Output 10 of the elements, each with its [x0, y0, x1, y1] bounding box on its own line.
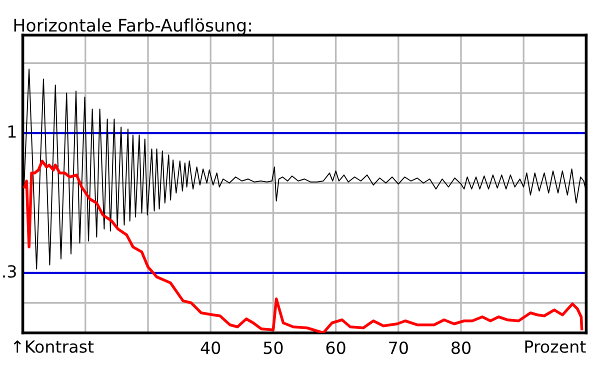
x-tick-label: 60	[326, 341, 346, 354]
ref-line-label: .3	[3, 265, 16, 278]
x-tick-label: 70	[389, 341, 408, 354]
x-tick-label: 40	[200, 341, 220, 354]
text: ↑Kontrast	[14, 340, 94, 353]
x-axis-title: Prozent	[525, 340, 586, 353]
x-tick-label: 50	[264, 341, 283, 354]
ref-line-label: 1	[8, 126, 16, 138]
x-tick-label: 80	[452, 341, 470, 354]
chart-title: Horizontale Farb-Auflösung:	[14, 18, 251, 36]
